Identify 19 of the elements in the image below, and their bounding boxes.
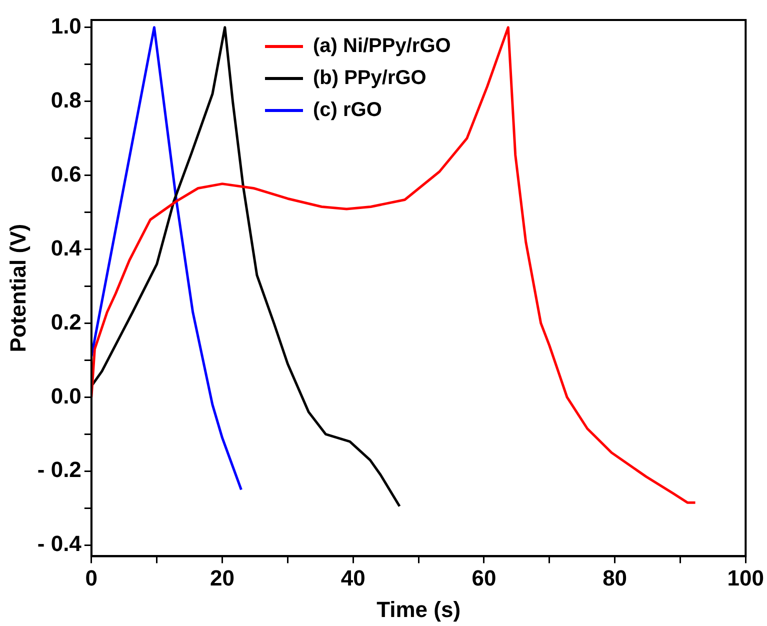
x-tick-label: 20	[210, 565, 235, 590]
y-axis-title: Potential (V)	[5, 224, 30, 352]
y-tick-label: 0.4	[50, 235, 82, 260]
x-tick-label: 40	[340, 565, 366, 590]
y-tick-label: 0.0	[50, 383, 82, 408]
x-axis-title: Time (s)	[376, 596, 461, 622]
y-tick-label: - 0.4	[37, 531, 82, 556]
y-tick-label: 0.6	[50, 161, 82, 186]
y-tick-label: 1.0	[50, 13, 82, 38]
x-tick-label: 80	[602, 565, 628, 590]
legend-label: (a) Ni/PPy/rGO	[313, 34, 451, 59]
legend-label: (c) rGO	[313, 98, 382, 123]
y-tick-label: - 0.2	[37, 457, 82, 482]
legend-label: (b) PPy/rGO	[313, 66, 426, 91]
x-tick-label: 100	[727, 565, 764, 590]
y-tick-label: 0.8	[50, 87, 82, 112]
y-tick-label: 0.2	[50, 309, 82, 334]
x-tick-label: 60	[472, 565, 496, 590]
x-tick-label: 0	[85, 565, 98, 590]
